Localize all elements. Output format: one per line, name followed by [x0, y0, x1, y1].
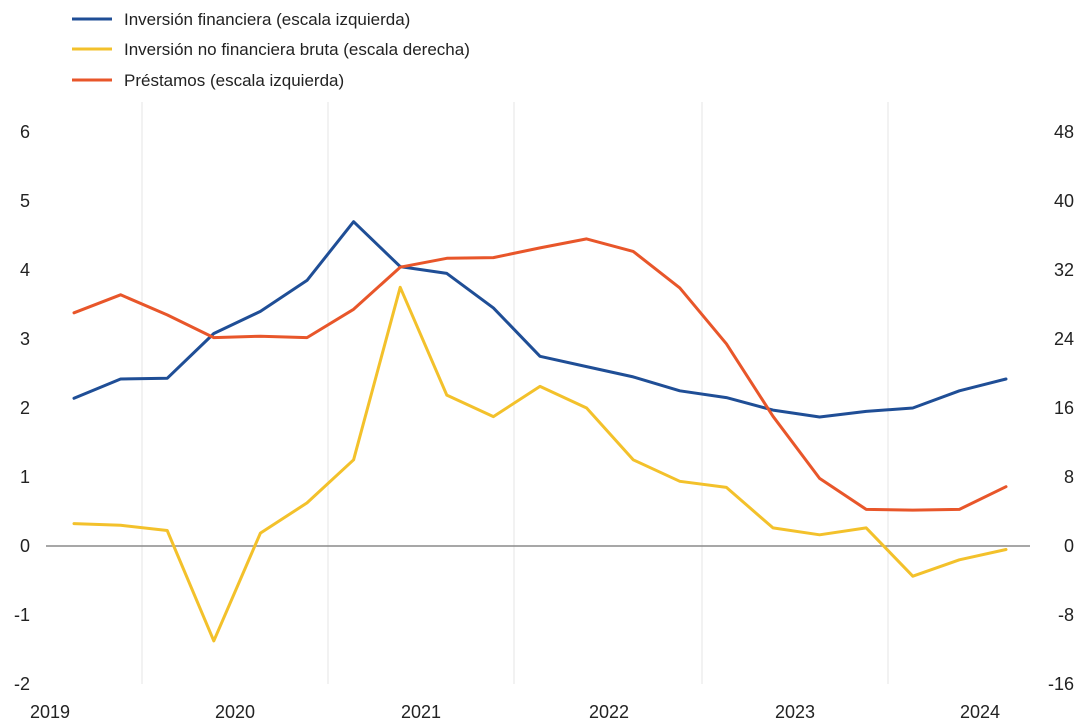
right-tick-label: 8 [1064, 467, 1074, 487]
left-tick-label: 3 [20, 329, 30, 349]
series-line-2 [72, 237, 1008, 512]
right-tick-label: 32 [1054, 260, 1074, 280]
right-tick-label: 48 [1054, 122, 1074, 142]
left-tick-label: 5 [20, 191, 30, 211]
x-axis: 2019 2020 2021 2022 2023 2024 [30, 702, 1000, 722]
right-tick-label: 40 [1054, 191, 1074, 211]
vertical-grid [141, 102, 889, 684]
series-lines [72, 220, 1008, 643]
legend-label-2: Préstamos (escala izquierda) [124, 71, 344, 90]
right-tick-label: 0 [1064, 536, 1074, 556]
x-tick-label: 2021 [401, 702, 441, 722]
left-y-axis: 6 5 4 3 2 1 0 -1 -2 [14, 122, 30, 694]
left-tick-label: -1 [14, 605, 30, 625]
right-tick-label: 24 [1054, 329, 1074, 349]
left-tick-label: 6 [20, 122, 30, 142]
right-y-axis: 48 40 32 24 16 8 0 -8 -16 [1048, 122, 1074, 694]
legend-label-0: Inversión financiera (escala izquierda) [124, 10, 410, 29]
left-tick-label: 2 [20, 398, 30, 418]
x-tick-label: 2024 [960, 702, 1000, 722]
legend-label-1: Inversión no financiera bruta (escala de… [124, 40, 470, 59]
x-tick-label: 2019 [30, 702, 70, 722]
legend: Inversión financiera (escala izquierda) I… [72, 10, 470, 90]
left-tick-label: 4 [20, 260, 30, 280]
series-line-1 [72, 285, 1008, 643]
x-tick-label: 2022 [589, 702, 629, 722]
left-tick-label: 1 [20, 467, 30, 487]
left-tick-label: -2 [14, 674, 30, 694]
series-line-0 [72, 220, 1008, 419]
right-tick-label: -8 [1058, 605, 1074, 625]
x-tick-label: 2020 [215, 702, 255, 722]
x-tick-label: 2023 [775, 702, 815, 722]
right-tick-label: 16 [1054, 398, 1074, 418]
right-tick-label: -16 [1048, 674, 1074, 694]
left-tick-label: 0 [20, 536, 30, 556]
